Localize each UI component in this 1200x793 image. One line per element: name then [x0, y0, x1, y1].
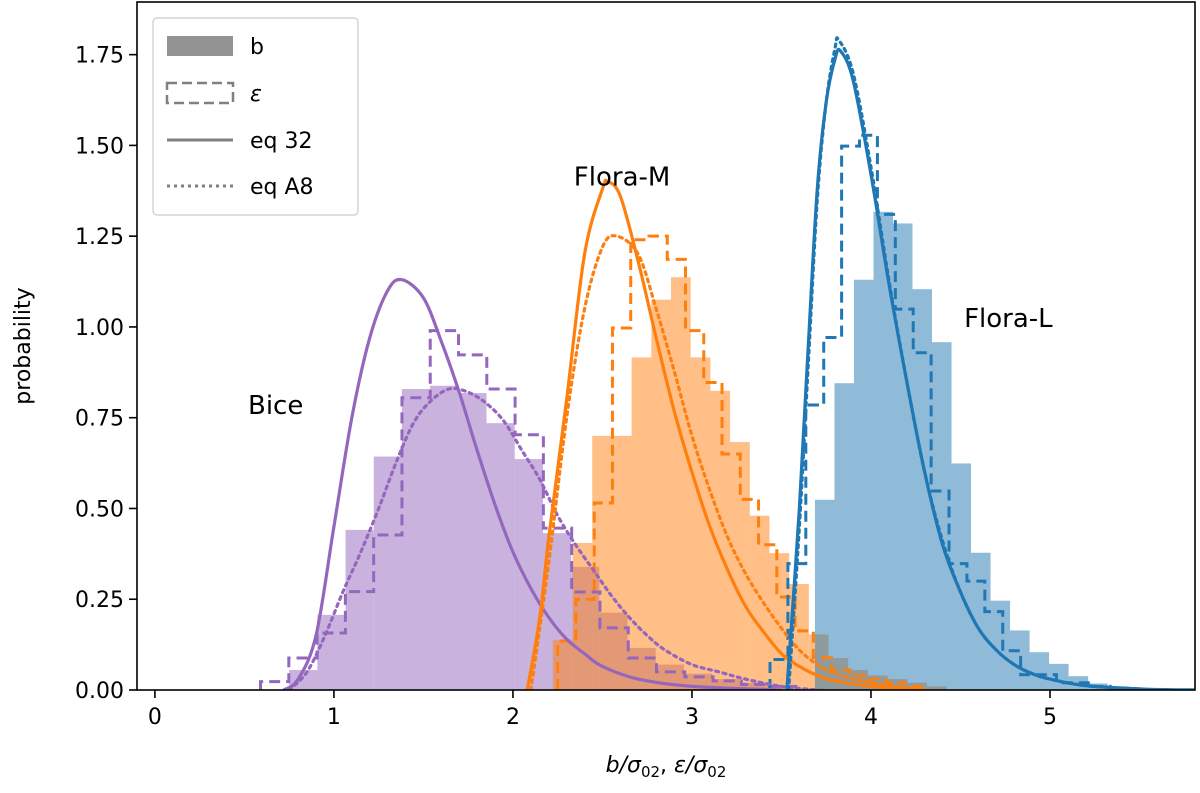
model-curves — [282, 36, 1195, 690]
x-tick-label: 1 — [327, 705, 341, 730]
y-tick-label: 1.00 — [75, 316, 124, 341]
bar-b-flora-m-5 — [651, 299, 672, 690]
bar-b-flora-l-2 — [853, 279, 874, 690]
legend-label-b: b — [250, 35, 264, 60]
step-eps-flora-l — [768, 133, 1112, 690]
y-tick-label: 0.00 — [75, 679, 124, 704]
curve-eqa8-flora-m — [529, 234, 927, 690]
x-axis-label: b/σ02, ε/σ02 — [606, 753, 727, 781]
bar-b-flora-m-10 — [749, 515, 770, 690]
histogram-steps — [259, 133, 1112, 690]
annotations: Bice Flora-M Flora-L — [248, 162, 1053, 421]
bar-b-flora-l-1 — [834, 383, 854, 690]
curve-eqa8-flora-l — [787, 36, 1142, 690]
bar-b-flora-m-0 — [552, 639, 573, 690]
bar-b-flora-m-7 — [690, 357, 711, 690]
y-tick-label: 0.50 — [75, 497, 124, 522]
bar-b-flora-m-6 — [671, 277, 691, 690]
curve-eqa8-bice — [287, 386, 819, 690]
bar-b-flora-l-11 — [1029, 652, 1050, 690]
annotation-flora-l: Flora-L — [964, 304, 1053, 334]
bar-b-flora-m-11 — [769, 553, 790, 690]
curve-eq32-bice — [282, 277, 784, 690]
bar-b-bice-1 — [317, 614, 346, 690]
step-eps-flora-m — [556, 234, 925, 690]
bar-b-flora-l-7 — [951, 463, 972, 690]
bar-b-bice-5 — [430, 385, 459, 690]
bar-b-bice-6 — [458, 393, 487, 690]
legend-label-eqA8: eq A8 — [250, 175, 314, 200]
y-axis-label: probability — [11, 287, 36, 404]
x-tick-label: 5 — [1043, 705, 1057, 730]
bar-b-bice-7 — [486, 423, 515, 690]
bar-b-flora-l-9 — [990, 600, 1011, 690]
y-tick-label: 1.50 — [75, 134, 124, 159]
bar-b-bice-2 — [345, 529, 374, 690]
bar-b-bice-3 — [373, 456, 402, 690]
bar-b-flora-l-0 — [814, 499, 835, 690]
histogram-fills — [289, 211, 1195, 690]
x-tick-label: 3 — [685, 705, 699, 730]
y-tick-label: 0.75 — [75, 407, 124, 432]
bar-b-flora-l-3 — [873, 211, 893, 690]
bar-b-flora-m-8 — [710, 390, 731, 690]
legend-box — [152, 17, 359, 216]
step-eps-bice — [259, 329, 800, 690]
bar-b-flora-l-5 — [912, 289, 933, 690]
bar-b-flora-l-8 — [971, 552, 991, 690]
bar-b-flora-l-12 — [1049, 663, 1069, 690]
y-tick-label: 1.25 — [75, 225, 124, 250]
x-tick-label: 2 — [506, 705, 520, 730]
y-tick-label: 0.25 — [75, 588, 124, 613]
legend-label-eq32: eq 32 — [250, 129, 313, 154]
curve-eq32-flora-m — [525, 178, 927, 690]
legend-label-eps: ε — [250, 82, 262, 107]
bar-b-flora-l-6 — [932, 342, 952, 690]
x-axis: 0 1 2 3 4 5 — [148, 690, 1057, 730]
x-tick-label: 0 — [148, 705, 162, 730]
bar-b-bice-4 — [401, 389, 431, 690]
bar-b-flora-m-3 — [611, 435, 632, 690]
legend: b ε eq 32 eq A8 — [152, 17, 359, 216]
annotation-flora-m: Flora-M — [574, 162, 671, 192]
legend-swatch-b — [167, 36, 233, 56]
y-tick-label: 1.75 — [75, 44, 124, 69]
bar-b-flora-m-4 — [631, 357, 652, 690]
legend-swatch-eps — [165, 81, 235, 105]
x-tick-label: 4 — [864, 705, 878, 730]
y-axis: 0.00 0.25 0.50 0.75 1.00 1.25 1.50 1.75 — [75, 44, 137, 704]
annotation-bice: Bice — [248, 391, 303, 421]
bar-b-bice-8 — [514, 459, 543, 690]
bar-b-flora-m-1 — [572, 542, 593, 690]
plot-frame — [136, 1, 1196, 691]
